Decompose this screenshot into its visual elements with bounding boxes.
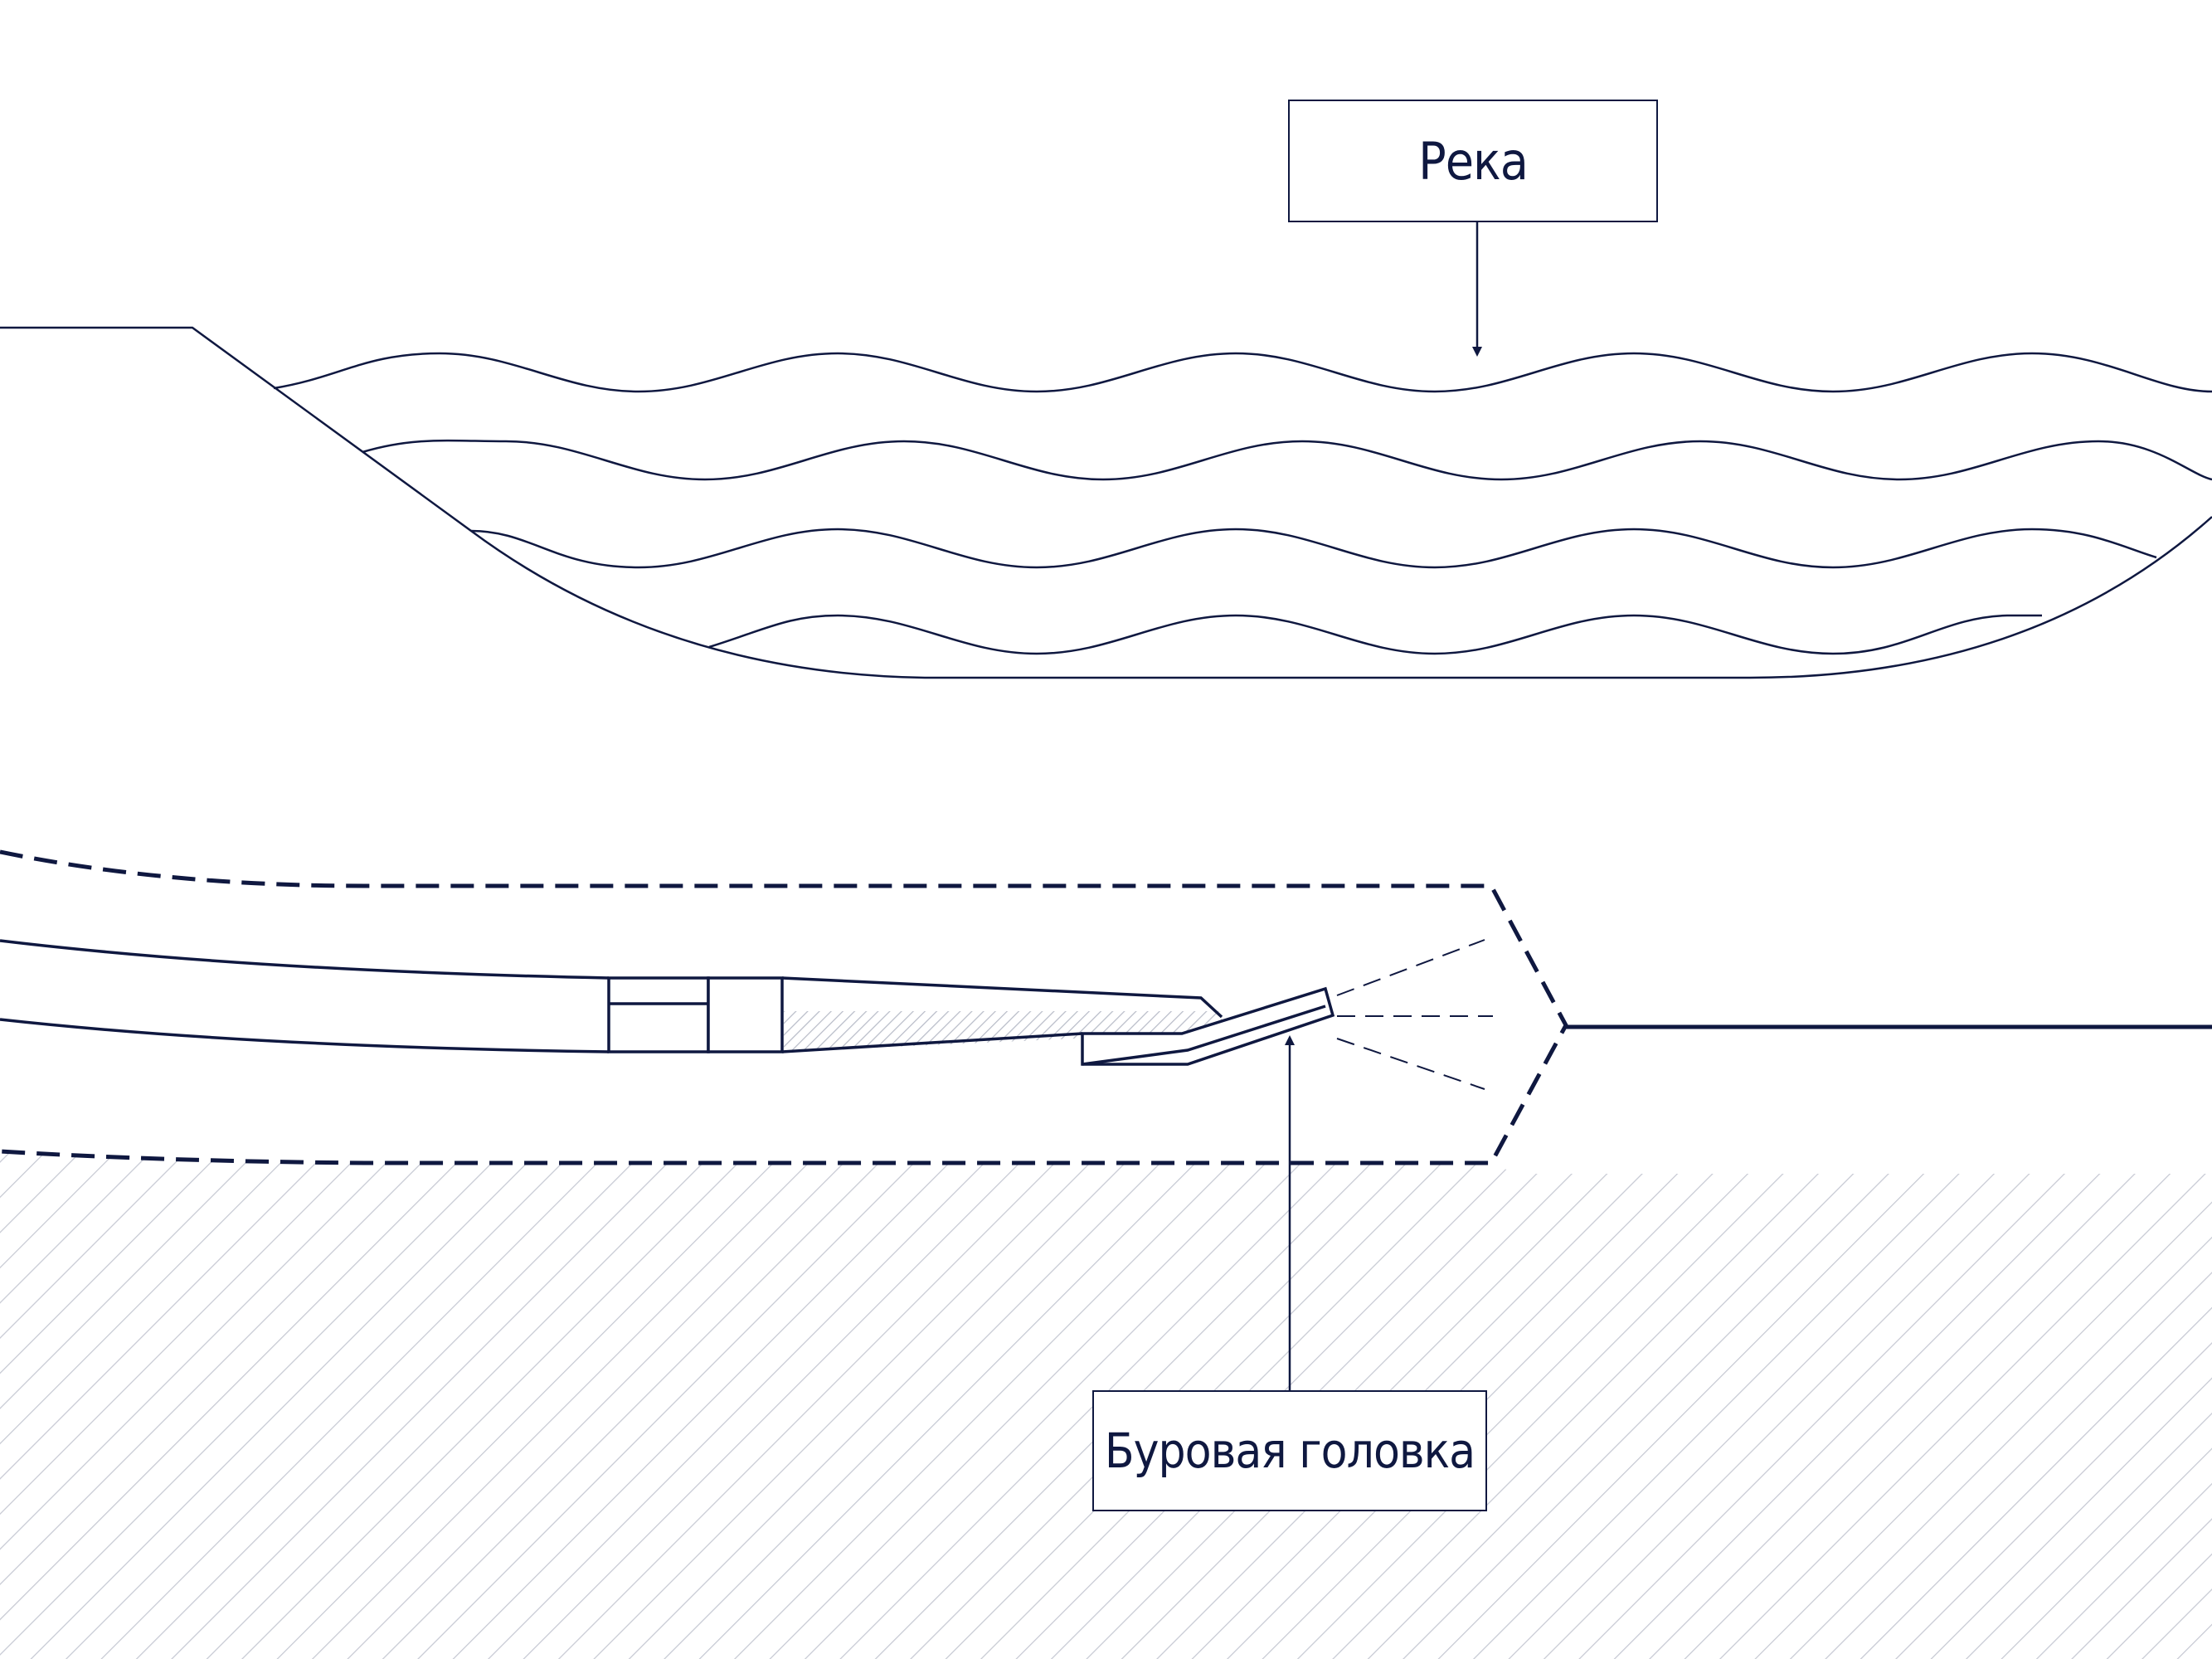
river-label-text: Река <box>1418 130 1529 192</box>
drill-jet-lines <box>1336 939 1493 1090</box>
river-label: Река <box>1288 100 1658 222</box>
transition-sub-hatch <box>784 1011 1222 1052</box>
riverbed-line <box>0 326 2212 679</box>
drill-head-label: Буровая головка <box>1092 1390 1487 1511</box>
river-water-waves <box>273 352 2212 655</box>
drill-head-label-text: Буровая головка <box>1104 1423 1475 1479</box>
drill-string <box>0 939 784 1053</box>
drill-head <box>1081 986 1335 1066</box>
borehole-outline <box>0 849 1568 1165</box>
transition-sub <box>781 976 1223 1053</box>
